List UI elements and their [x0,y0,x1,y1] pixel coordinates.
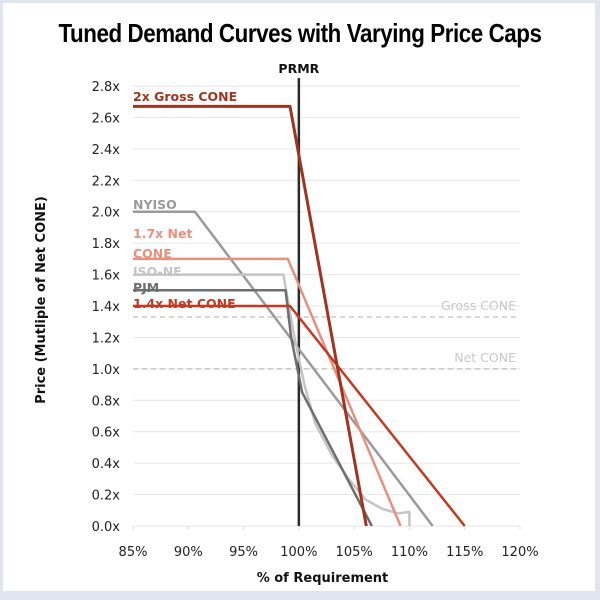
y-tick-label: 0.6x [92,426,121,441]
y-tick-label: 1.2x [92,331,121,346]
series-line-pjm [133,289,373,527]
x-tick-labels: 85% 90% 95% 100% 105% 110% 115% 120% [119,545,539,560]
series-label: CONE [133,246,172,261]
series-line-nyiso [133,210,434,527]
reference-line-label: Gross CONE [441,298,516,313]
x-tick-label: 100% [280,545,317,560]
y-tick-label: 1.6x [92,269,121,284]
x-tick-label: 115% [446,545,483,560]
y-tick-label: 0.4x [92,457,121,472]
y-tick-labels: 0.0x 0.2x 0.4x 0.6x 0.8x 1.0x 1.2x 1.4x 1.6x 1.8x… [92,80,121,535]
chart-title: Tuned Demand Curves with Varying Price C… [58,18,542,48]
series-line-2x-gross-cone [133,104,368,527]
series-group [133,104,466,527]
y-tick-label: 0.0x [92,520,121,535]
x-tick-label: 105% [336,545,373,560]
reference-line-label: Net CONE [454,350,516,365]
y-tick-label: 0.8x [92,394,121,409]
x-tick-label: 110% [391,545,428,560]
x-tick-label: 120% [501,545,538,560]
x-tick-label: 95% [229,545,258,560]
y-tick-label: 2.2x [92,174,121,189]
series-line-1-4x-net-cone [133,304,466,527]
y-axis-title: Price (Mutliple of Net CONE) [34,196,49,404]
x-axis-title: % of Requirement [257,571,389,586]
y-tick-label: 1.0x [92,363,121,378]
x-tick-label: 85% [119,545,148,560]
series-labels: 2x Gross CONE NYISO 1.7x Net CONE ISO-NEPJM1… [133,89,237,311]
series-label: 2x Gross CONE [133,89,237,104]
series-label: ISO-NE [133,264,182,279]
y-tick-label: 0.2x [92,489,121,504]
series-label: 1.4x Net CONE [133,296,236,311]
y-tick-label: 2.6x [92,111,121,126]
series-line-1-7x-net-cone [133,257,402,527]
y-tick-label: 2.4x [92,143,121,158]
prmr-label: PRMR [278,61,319,76]
series-label: NYISO [133,197,177,212]
prmr-line-group: PRMR [278,61,320,526]
y-tick-label: 1.8x [92,237,121,252]
y-tick-label: 1.4x [92,300,121,315]
series-label: PJM [133,280,159,295]
x-tick-label: 90% [174,545,203,560]
y-tick-label: 2.8x [92,80,121,95]
y-tick-label: 2.0x [92,206,121,221]
reference-lines: Gross CONE Net CONE [133,298,520,370]
series-label: 1.7x Net [133,226,192,241]
